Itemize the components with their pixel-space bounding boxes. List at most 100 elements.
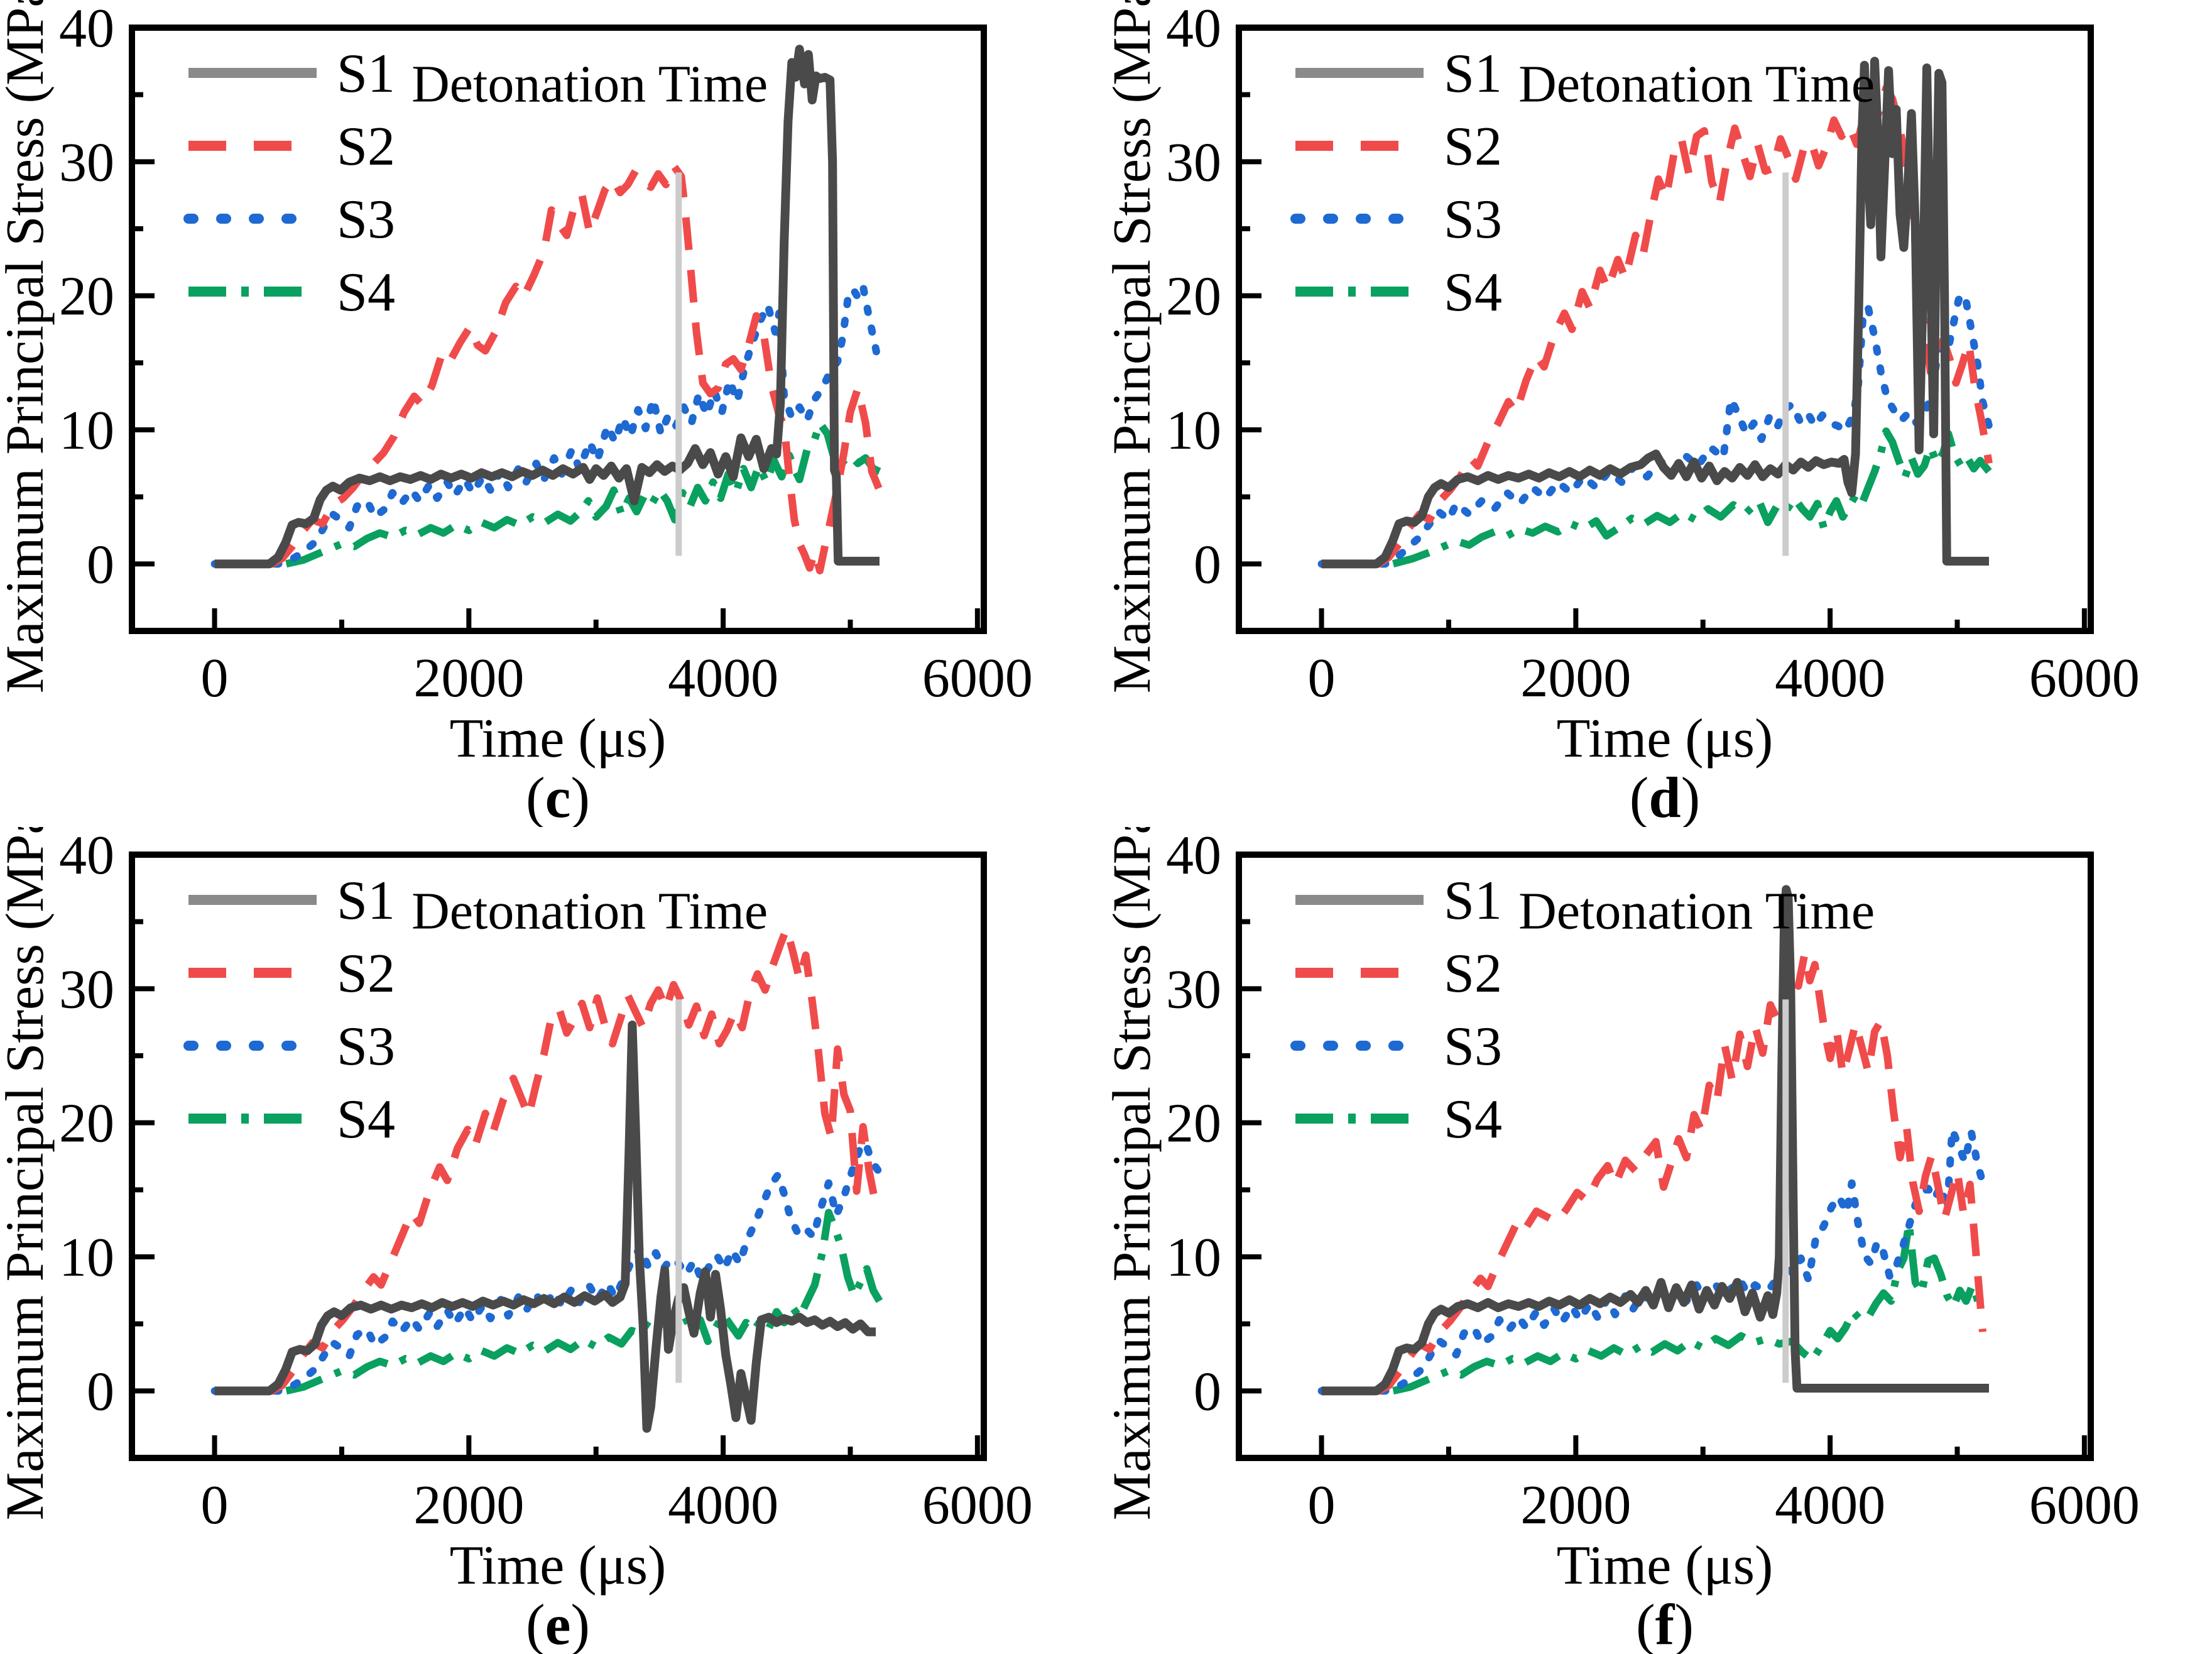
- legend-label-S1: S1: [337, 870, 395, 931]
- x-tick-label: 6000: [922, 648, 1033, 709]
- legend-label-S4: S4: [337, 1089, 395, 1150]
- x-tick-label: 6000: [922, 1475, 1033, 1536]
- x-tick-label: 6000: [2029, 648, 2140, 709]
- series-S4-line: [1321, 1219, 1987, 1395]
- x-axis-title: Time (μs): [1557, 708, 1773, 769]
- axis-ticks: [132, 25, 980, 631]
- axis-ticks: [132, 852, 980, 1458]
- x-tick-label: 0: [201, 648, 229, 709]
- series-S3-line: [1317, 290, 1993, 568]
- x-tick-label: 0: [1308, 1475, 1336, 1536]
- legend: S1 S2 S3 S4: [183, 870, 395, 1150]
- panel-label: (d): [1630, 765, 1700, 827]
- axes-frame: [129, 852, 987, 1461]
- x-tick-label: 4000: [1775, 1475, 1885, 1536]
- x-tick-label: 4000: [1775, 648, 1885, 709]
- x-tick-label: 4000: [668, 1475, 778, 1536]
- legend-label-S3: S3: [1444, 189, 1502, 250]
- y-axis-title: Maximum Principal Stress (MPa): [0, 0, 55, 693]
- legend-label-S2: S2: [1444, 116, 1502, 177]
- series-S3-line: [1317, 1125, 1989, 1395]
- legend-label-S3: S3: [337, 189, 395, 250]
- y-tick-label: 20: [1166, 1093, 1221, 1154]
- detonation-time-annotation: Detonation Time: [1518, 882, 1875, 940]
- x-axis-title: Time (μs): [450, 708, 667, 769]
- y-tick-label: 0: [1194, 1361, 1221, 1422]
- legend-label-S2: S2: [1444, 943, 1502, 1004]
- x-tick-label: 2000: [413, 648, 524, 709]
- x-tick-label: 0: [201, 1475, 229, 1536]
- series-layer: [210, 924, 883, 1433]
- x-tick-label: 2000: [1520, 648, 1631, 709]
- legend-label-S1: S1: [337, 43, 395, 104]
- series-S1-line: [214, 45, 880, 569]
- y-tick-label: 30: [59, 132, 114, 193]
- panel-label: (f): [1636, 1592, 1694, 1654]
- y-tick-label: 30: [1166, 132, 1221, 193]
- panel-f: 0 2000 4000 6000 0 10 20 30 40 Time (μs) Maximum P…: [1107, 827, 2212, 1654]
- series-S2-line: [1321, 950, 1986, 1395]
- panel-c: 0 2000 4000 6000 0 10 20 30 40 Time (μs) Maximum P…: [0, 0, 1107, 827]
- y-tick-label: 20: [59, 1093, 114, 1154]
- panel-label: (e): [526, 1592, 590, 1654]
- y-tick-label: 10: [59, 400, 114, 461]
- series-S1-line: [1321, 885, 1989, 1396]
- axes-frame: [1236, 852, 2094, 1461]
- y-tick-label: 0: [87, 1361, 114, 1422]
- y-tick-label: 0: [87, 534, 114, 595]
- chart-panel-c: 0 2000 4000 6000 0 10 20 30 40 Time (μs) Maximum P…: [0, 0, 1033, 827]
- detonation-time-annotation: Detonation Time: [1518, 55, 1875, 113]
- x-tick-label: 2000: [413, 1475, 524, 1536]
- legend: S1 S2 S3 S4: [183, 43, 395, 323]
- x-axis-title: Time (μs): [1557, 1535, 1773, 1596]
- x-tick-label: 4000: [668, 648, 778, 709]
- legend-label-S3: S3: [337, 1016, 395, 1077]
- legend-label-S4: S4: [337, 262, 395, 323]
- legend-label-S4: S4: [1444, 262, 1502, 323]
- panel-d: 0 2000 4000 6000 0 10 20 30 40 Time (μs) Maximum P…: [1107, 0, 2212, 827]
- series-S4-line: [214, 1208, 883, 1395]
- series-S2-line: [214, 924, 880, 1395]
- chart-panel-f: 0 2000 4000 6000 0 10 20 30 40 Time (μs) Maximum P…: [1107, 827, 2140, 1654]
- y-tick-label: 20: [1166, 266, 1221, 327]
- legend-label-S2: S2: [337, 943, 395, 1004]
- y-tick-label: 40: [1166, 0, 1221, 59]
- y-tick-label: 10: [1166, 400, 1221, 461]
- legend-label-S4: S4: [1444, 1089, 1502, 1150]
- y-tick-label: 40: [59, 0, 114, 59]
- panel-e: 0 2000 4000 6000 0 10 20 30 40 Time (μs) Maximum P…: [0, 827, 1107, 1654]
- y-tick-label: 20: [59, 266, 114, 327]
- y-tick-label: 30: [59, 959, 114, 1020]
- y-tick-label: 10: [1166, 1227, 1221, 1288]
- y-tick-label: 0: [1194, 534, 1221, 595]
- legend-label-S2: S2: [337, 116, 395, 177]
- legend-label-S3: S3: [1444, 1016, 1502, 1077]
- y-tick-label: 10: [59, 1227, 114, 1288]
- legend-label-S1: S1: [1444, 43, 1502, 104]
- series-S3-line: [210, 282, 883, 568]
- detonation-time-annotation: Detonation Time: [411, 882, 768, 940]
- series-S1-line: [1321, 57, 1989, 569]
- chart-panel-e: 0 2000 4000 6000 0 10 20 30 40 Time (μs) Maximum P…: [0, 827, 1033, 1654]
- chart-panel-d: 0 2000 4000 6000 0 10 20 30 40 Time (μs) Maximum P…: [1107, 0, 2140, 827]
- series-layer: [1317, 57, 1993, 569]
- legend: S1 S2 S3 S4: [1290, 43, 1502, 323]
- axes-frame: [129, 25, 987, 634]
- series-layer: [1317, 885, 1989, 1396]
- x-tick-label: 0: [1308, 648, 1336, 709]
- x-tick-label: 6000: [2029, 1475, 2140, 1536]
- y-axis-title: Maximum Principal Stress (MPa): [1107, 827, 1162, 1520]
- detonation-time-annotation: Detonation Time: [411, 55, 768, 113]
- y-tick-label: 30: [1166, 959, 1221, 1020]
- series-S3-line: [210, 1139, 883, 1395]
- series-S4-line: [1321, 427, 1992, 568]
- x-axis-title: Time (μs): [450, 1535, 667, 1596]
- y-tick-label: 40: [1166, 827, 1221, 886]
- axis-ticks: [1239, 25, 2087, 631]
- series-S2-line: [214, 162, 883, 574]
- legend-label-S1: S1: [1444, 870, 1502, 931]
- panel-label: (c): [526, 765, 590, 827]
- x-tick-label: 2000: [1520, 1475, 1631, 1536]
